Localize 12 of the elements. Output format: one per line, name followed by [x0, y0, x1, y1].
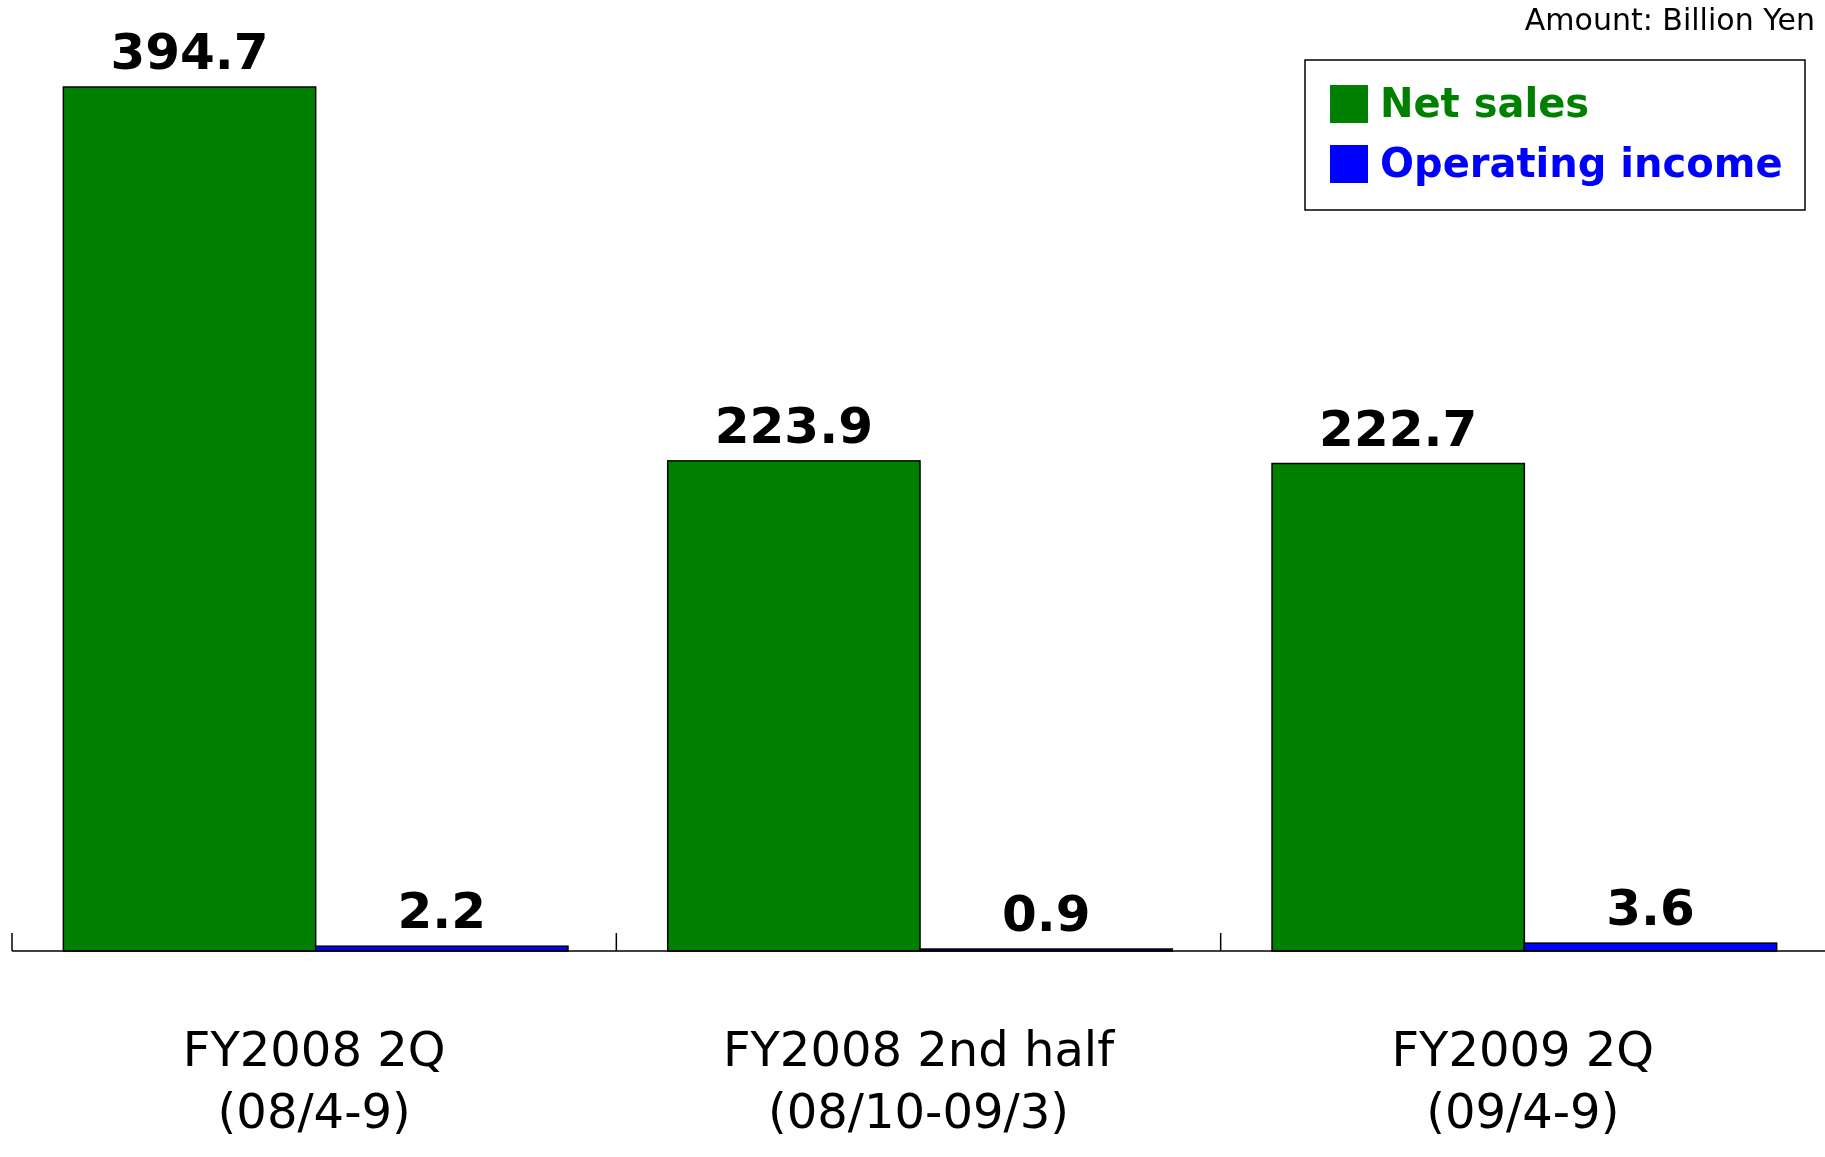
data-label: 394.7 — [110, 23, 269, 81]
data-label: 0.9 — [1001, 885, 1091, 944]
text: Amount: Billion Yen — [1524, 2, 1815, 37]
x-tick-label: FY2008 2Q (08/4-9) — [182, 1021, 446, 1139]
data-label: 3.6 — [1606, 879, 1695, 938]
legend-label: Net sales — [1380, 80, 1590, 126]
data-label: 222.7 — [1319, 399, 1478, 458]
x-tick-label: FY2008 2nd half (08/10-09/3) — [722, 1021, 1116, 1139]
x-tick-label: FY2009 2Q (09/4-9) — [1391, 1021, 1655, 1139]
data-label: 223.9 — [714, 396, 873, 455]
data-label: 2.2 — [397, 882, 487, 941]
legend-label: Operating income — [1380, 140, 1783, 186]
